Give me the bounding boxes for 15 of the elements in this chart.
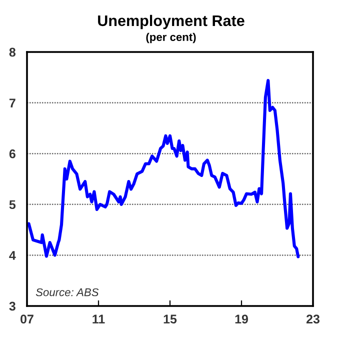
y-tick-label: 3 <box>9 302 16 311</box>
x-tick-label: 19 <box>235 314 248 324</box>
line-series <box>27 78 300 258</box>
x-tick-label: 15 <box>164 314 177 324</box>
y-tick-label: 5 <box>9 200 16 210</box>
x-tick-label: 11 <box>92 314 105 324</box>
annotation: Source: ABS <box>36 288 99 296</box>
x-tick-label: 23 <box>306 314 320 324</box>
chart-title: Unemployment Rate <box>98 14 244 30</box>
y-tick-label: 8 <box>9 48 16 57</box>
chart-subtitle: (per cent) <box>146 32 196 44</box>
y-tick-label: 6 <box>9 149 16 158</box>
x-tick-label: 07 <box>20 314 34 324</box>
y-tick-label: 7 <box>9 98 16 108</box>
y-tick-label: 4 <box>9 251 16 260</box>
